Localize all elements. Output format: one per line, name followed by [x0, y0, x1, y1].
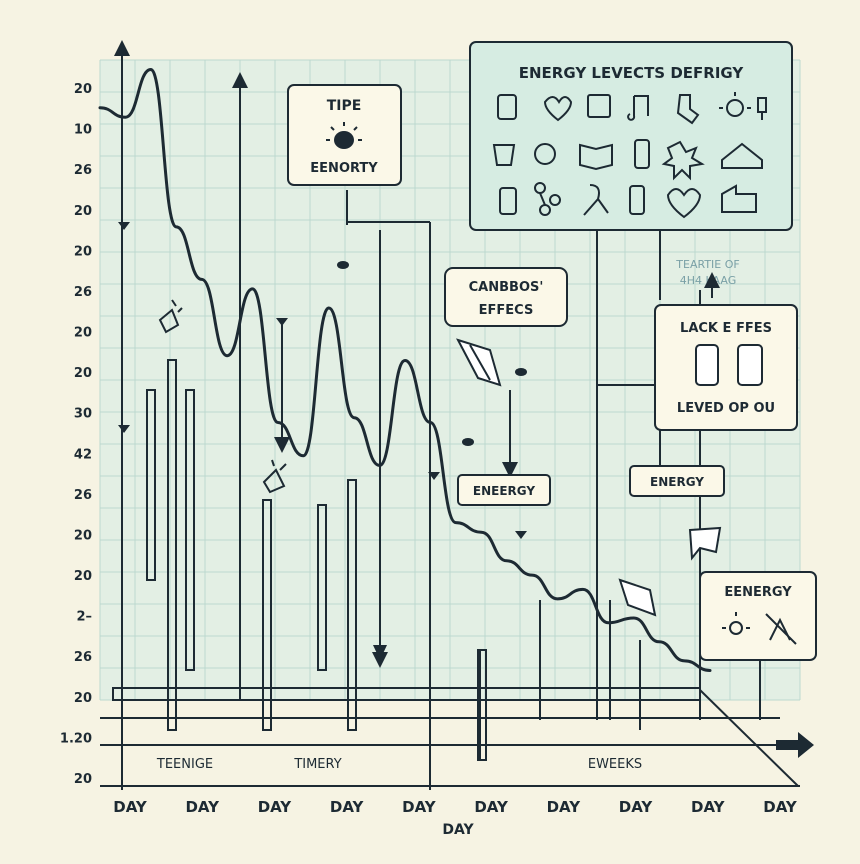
- energy-tag-1-text: ENEERGY: [473, 484, 535, 498]
- tipe-callout: TIPE EENORTY: [288, 85, 401, 185]
- y-tick-label: 20: [74, 366, 92, 381]
- x-axis: DAY DAY DAY DAY DAY DAY DAY DAY DAY DAY: [113, 798, 798, 816]
- tipe-subtitle: EENORTY: [310, 161, 378, 176]
- marker-dot-2: [462, 438, 474, 446]
- jar-icon-left: [696, 345, 718, 385]
- x-tick-label: DAY: [691, 798, 726, 816]
- band-label-3: EWEEKS: [588, 757, 642, 772]
- y-tick-label: 20: [74, 326, 92, 341]
- y-tick-label: 26: [74, 163, 92, 178]
- x-tick-label: DAY: [619, 798, 654, 816]
- tipe-title: TIPE: [327, 98, 362, 114]
- x-tick-label: DAY: [402, 798, 437, 816]
- lack-callout: LACK E FFES LEVED OP OU: [655, 305, 797, 430]
- x-tick-label: DAY: [185, 798, 220, 816]
- effects-line-1: CANBBOS': [469, 280, 544, 295]
- x-tick-label: DAY: [547, 798, 582, 816]
- descending-line: [700, 690, 798, 786]
- y-tick-label: 20: [74, 204, 92, 219]
- y-tick-label: 26: [74, 650, 92, 665]
- y-tick-label: 42: [74, 447, 92, 462]
- band-label-2: TIMERY: [293, 757, 341, 772]
- y-tick-label: 20: [74, 772, 92, 787]
- faint-label-line-2: 4H4 KAAG: [680, 274, 736, 287]
- x-tick-label: DAY: [330, 798, 365, 816]
- y-tick-label: 20: [74, 569, 92, 584]
- lack-line-1: LACK E FFES: [680, 321, 772, 336]
- y-tick-label: 2–: [76, 610, 92, 625]
- y-tick-label: 20: [74, 82, 92, 97]
- energy-tag-1: ENEERGY: [458, 475, 550, 505]
- y-tick-label: 26: [74, 285, 92, 300]
- y-tick-label: 30: [74, 407, 92, 422]
- energy-tag-2: ENERGY: [630, 466, 724, 496]
- right-arrow: [776, 732, 814, 758]
- y-tick-label: 20: [74, 528, 92, 543]
- x-tick-label: DAY: [763, 798, 798, 816]
- x-sub-label: DAY: [442, 822, 474, 838]
- y-tick-label: 20: [74, 691, 92, 706]
- band-label-1: TEENIGE: [156, 757, 213, 772]
- energy-box-3: EENERGY: [700, 572, 816, 660]
- lack-line-2: LEVED OP OU: [677, 401, 775, 416]
- energy-tag-2-text: ENERGY: [650, 475, 704, 489]
- legend-title: ENERGY LEVECTS DEFRIGY: [519, 64, 745, 82]
- x-tick-label: DAY: [474, 798, 509, 816]
- jar-icon-right: [738, 345, 762, 385]
- y-tick-label: 10: [74, 123, 92, 138]
- x-tick-label: DAY: [113, 798, 148, 816]
- y-tick-label: 20: [74, 244, 92, 259]
- x-tick-label: DAY: [258, 798, 293, 816]
- effects-line-2: EFFECS: [479, 303, 534, 318]
- y-tick-label: 26: [74, 488, 92, 503]
- marker-dot-3: [515, 368, 527, 376]
- y-tick-label: 1.20: [60, 731, 92, 746]
- legend-panel: ENERGY LEVECTS DEFRIGY: [470, 42, 792, 230]
- faint-label-line-1: TEARTIE OF: [675, 258, 739, 271]
- effects-callout: CANBBOS' EFFECS: [445, 268, 567, 326]
- marker-dot-1: [337, 261, 349, 269]
- energy-box-3-text: EENERGY: [724, 585, 792, 600]
- y-axis: 20 10 26 20 20 26 20 20 30 42 26 20 20 2– 26 20 1.20 20: [60, 82, 92, 787]
